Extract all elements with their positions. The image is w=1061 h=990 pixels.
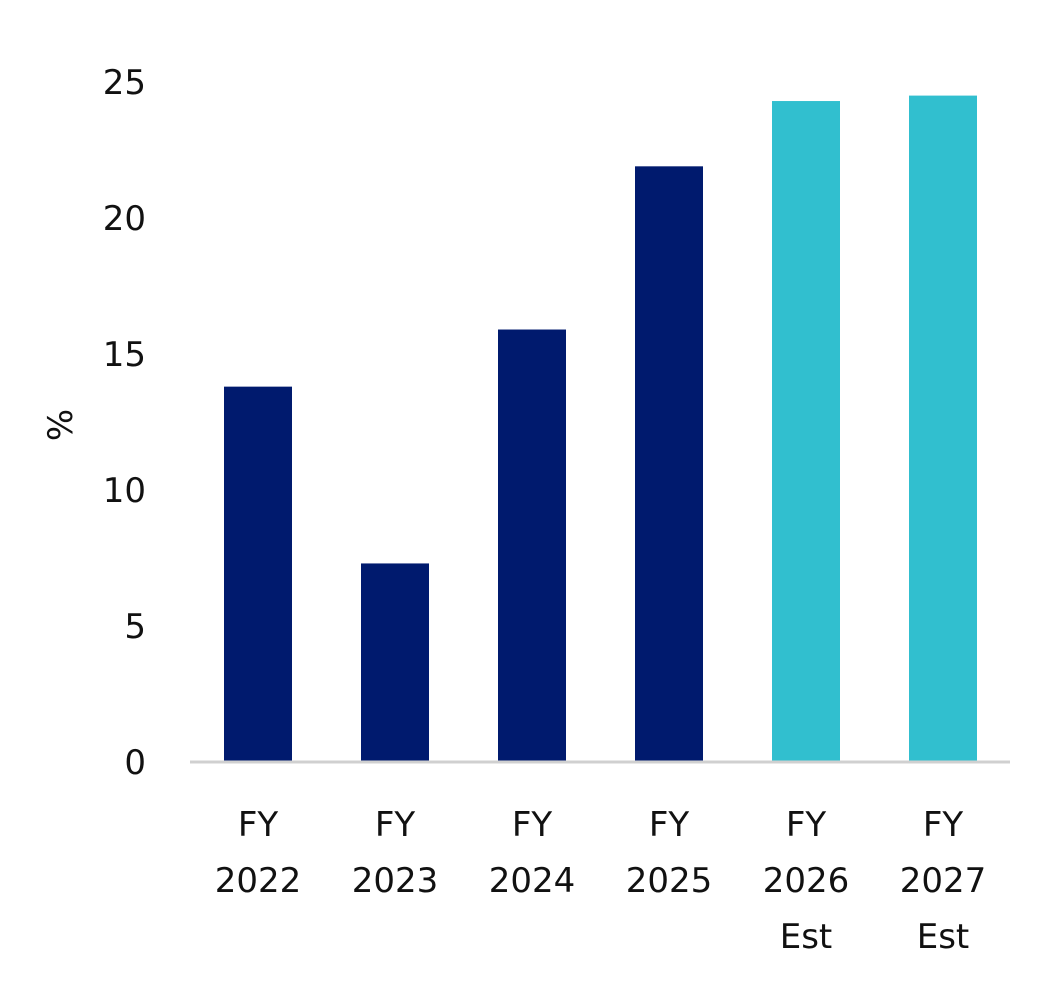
bar-fy-2026-est [772,101,840,763]
x-tick-label: 2024 [489,861,576,901]
y-tick-label: 15 [103,335,146,375]
y-axis-ticks: 0 5 10 15 20 25 [103,63,146,783]
x-tick-label: 2023 [352,861,439,901]
x-tick-label: 2026 [763,861,850,901]
x-tick-label: Est [780,917,833,957]
y-tick-label: 5 [124,607,146,647]
x-tick-label: 2025 [626,861,713,901]
x-tick-label: 2022 [215,861,302,901]
y-tick-label: 20 [103,199,146,239]
y-tick-label: 0 [124,743,146,783]
bar-fy-2023 [361,563,429,762]
bar-fy-2025 [635,166,703,762]
x-tick-label: FY [649,805,690,845]
y-axis-label: % [41,409,81,441]
x-tick-label: Est [917,917,970,957]
x-tick-label: 2027 [900,861,987,901]
x-tick-label: FY [923,805,964,845]
bar-fy-2022 [224,386,292,762]
bar-fy-2027-est [909,95,977,763]
bar-fy-2024 [498,329,566,762]
y-tick-label: 10 [103,471,146,511]
bars [224,95,977,763]
x-axis-labels: FY 2022 FY 2023 FY 2024 FY 2025 FY 2026 Est FY 2027 E… [215,805,987,957]
x-tick-label: FY [375,805,416,845]
y-tick-label: 25 [103,63,146,103]
x-tick-label: FY [512,805,553,845]
x-tick-label: FY [786,805,827,845]
x-tick-label: FY [238,805,279,845]
